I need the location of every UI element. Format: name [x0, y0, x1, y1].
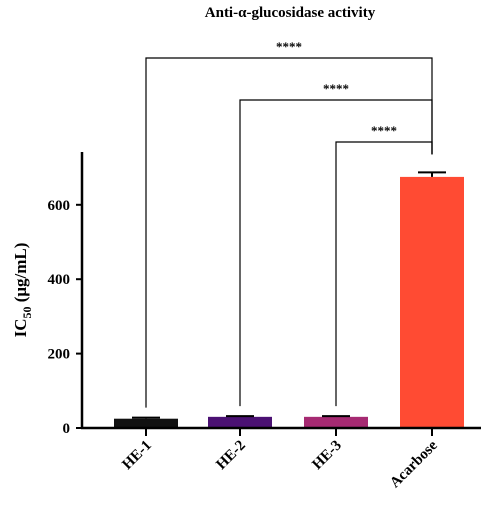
axes — [80, 152, 481, 430]
y-ticks: 0 200 400 600 — [48, 198, 82, 437]
bar-acarbose — [400, 176, 464, 428]
y-tick-label: 400 — [48, 272, 71, 288]
y-axis-label-subscript: 50 — [20, 307, 34, 319]
x-tick-label: HE-3 — [309, 438, 344, 473]
x-tick-label: Acarbose — [387, 437, 441, 491]
chart-title: Anti-α-glucosidase activity — [205, 5, 376, 21]
y-tick-label: 200 — [48, 347, 71, 363]
y-axis-label-main: IC — [11, 319, 30, 338]
bar-he-1 — [114, 418, 178, 428]
significance-label: **** — [276, 39, 302, 54]
y-tick-label: 0 — [63, 421, 71, 437]
y-axis-label: IC50 (μg/mL) — [11, 243, 34, 338]
x-tick-label: HE-1 — [119, 438, 154, 473]
bar-he-3 — [304, 416, 368, 428]
y-tick-label: 600 — [48, 198, 71, 214]
bar-he-2 — [208, 416, 272, 428]
significance-bracket — [145, 57, 433, 408]
significance-label: **** — [323, 81, 349, 96]
bars — [114, 171, 464, 428]
significance-bracket — [335, 141, 433, 407]
significance-label: **** — [371, 123, 397, 138]
y-axis-label-unit: (μg/mL) — [11, 243, 30, 307]
x-ticks: HE-1 HE-2 HE-3 Acarbose — [119, 428, 441, 491]
significance-brackets: **** **** **** — [145, 39, 433, 408]
x-tick-label: HE-2 — [213, 438, 248, 473]
significance-bracket — [239, 99, 433, 407]
